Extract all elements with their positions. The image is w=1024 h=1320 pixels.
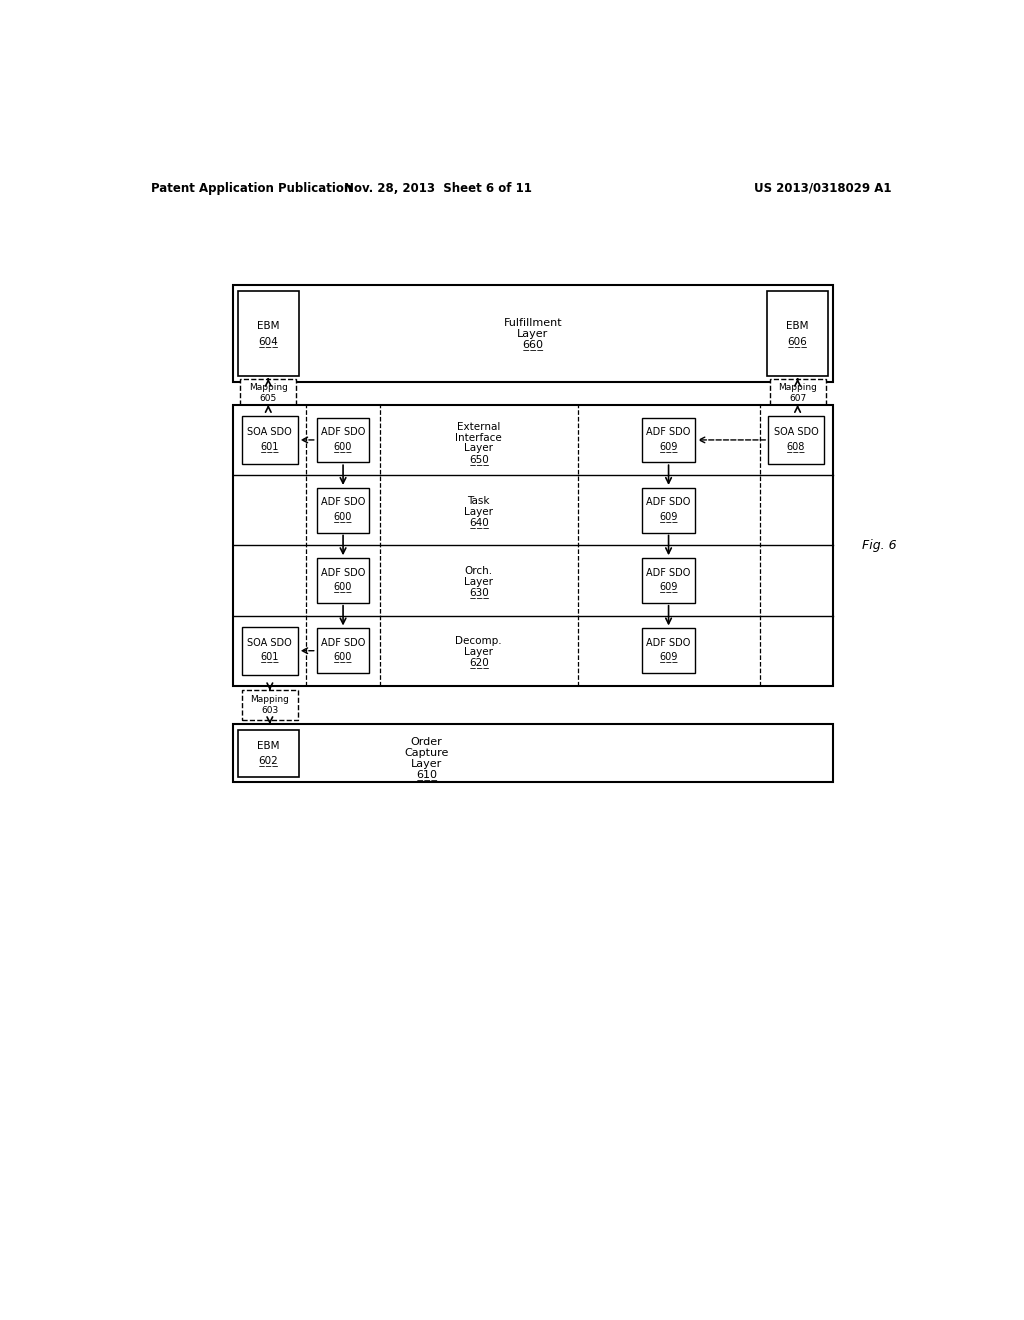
Bar [642, 628, 695, 673]
Text: Interface: Interface [456, 433, 502, 442]
Bar [238, 290, 299, 376]
Bar [316, 417, 370, 462]
Text: 603: 603 [261, 706, 279, 715]
Bar [238, 730, 299, 776]
Bar [642, 488, 695, 532]
Bar [232, 285, 834, 381]
Bar [316, 488, 370, 532]
Text: Decomp.: Decomp. [456, 636, 502, 647]
Text: ADF SDO: ADF SDO [321, 498, 366, 507]
Text: ADF SDO: ADF SDO [321, 428, 366, 437]
Text: EBM: EBM [786, 321, 809, 331]
Bar [642, 417, 695, 462]
Text: Capture: Capture [404, 748, 449, 758]
Text: 6̲5̲0̲: 6̲5̲0̲ [469, 454, 488, 465]
Bar [770, 379, 825, 408]
Text: 6̲2̲0̲: 6̲2̲0̲ [469, 657, 488, 668]
Text: 6̲0̲1̲: 6̲0̲1̲ [261, 652, 279, 663]
Text: Mapping: Mapping [778, 383, 817, 392]
Bar [767, 290, 827, 376]
Text: 6̲0̲9̲: 6̲0̲9̲ [659, 441, 678, 451]
Bar [241, 379, 296, 408]
Text: Orch.: Orch. [465, 566, 493, 577]
Text: 6̲0̲4̲: 6̲0̲4̲ [258, 335, 279, 347]
Text: Layer: Layer [464, 577, 494, 587]
Text: Layer: Layer [464, 647, 494, 657]
Text: 6̲0̲0̲: 6̲0̲0̲ [334, 652, 352, 663]
Text: 6̲1̲0̲: 6̲1̲0̲ [416, 770, 437, 780]
Text: Layer: Layer [464, 444, 494, 453]
Text: Layer: Layer [464, 507, 494, 516]
Text: 6̲0̲8̲: 6̲0̲8̲ [786, 441, 805, 451]
Text: ADF SDO: ADF SDO [646, 638, 691, 648]
Text: Nov. 28, 2013  Sheet 6 of 11: Nov. 28, 2013 Sheet 6 of 11 [344, 182, 531, 194]
Text: 6̲0̲2̲: 6̲0̲2̲ [258, 755, 279, 767]
Text: Layer: Layer [517, 329, 549, 338]
Text: 607: 607 [788, 395, 806, 403]
Text: Task: Task [467, 496, 489, 506]
Text: 6̲4̲0̲: 6̲4̲0̲ [469, 517, 488, 528]
Text: SOA SDO: SOA SDO [774, 428, 818, 437]
Text: US 2013/0318029 A1: US 2013/0318029 A1 [754, 182, 891, 194]
Bar [316, 558, 370, 603]
Bar [242, 690, 298, 719]
Text: Order: Order [411, 738, 442, 747]
Text: 6̲0̲9̲: 6̲0̲9̲ [659, 581, 678, 593]
Text: ADF SDO: ADF SDO [321, 568, 366, 578]
Text: SOA SDO: SOA SDO [248, 638, 292, 648]
Text: 605: 605 [260, 395, 276, 403]
Text: Patent Application Publication: Patent Application Publication [152, 182, 352, 194]
Text: 6̲0̲1̲: 6̲0̲1̲ [261, 441, 279, 451]
Text: ADF SDO: ADF SDO [646, 568, 691, 578]
Text: 6̲0̲9̲: 6̲0̲9̲ [659, 511, 678, 521]
Text: 6̲3̲0̲: 6̲3̲0̲ [469, 587, 488, 598]
Bar [242, 627, 298, 675]
Bar [642, 558, 695, 603]
Text: Layer: Layer [411, 759, 442, 770]
Text: Fulfillment: Fulfillment [504, 318, 562, 327]
Text: EBM: EBM [257, 321, 280, 331]
Bar [768, 416, 824, 463]
Text: ADF SDO: ADF SDO [646, 428, 691, 437]
Bar [232, 725, 834, 781]
Text: Fig. 6: Fig. 6 [862, 539, 897, 552]
Text: 6̲0̲0̲: 6̲0̲0̲ [334, 581, 352, 593]
Bar [232, 405, 834, 686]
Text: EBM: EBM [257, 741, 280, 751]
Text: 6̲0̲0̲: 6̲0̲0̲ [334, 441, 352, 451]
Bar [316, 628, 370, 673]
Bar [242, 416, 298, 463]
Text: 6̲0̲9̲: 6̲0̲9̲ [659, 652, 678, 663]
Text: ADF SDO: ADF SDO [646, 498, 691, 507]
Text: Mapping: Mapping [251, 696, 289, 704]
Text: 6̲6̲0̲: 6̲6̲0̲ [522, 339, 544, 350]
Text: 6̲0̲6̲: 6̲0̲6̲ [787, 335, 808, 347]
Text: External: External [457, 422, 501, 432]
Text: 6̲0̲0̲: 6̲0̲0̲ [334, 511, 352, 521]
Text: ADF SDO: ADF SDO [321, 638, 366, 648]
Text: SOA SDO: SOA SDO [248, 428, 292, 437]
Text: Mapping: Mapping [249, 383, 288, 392]
